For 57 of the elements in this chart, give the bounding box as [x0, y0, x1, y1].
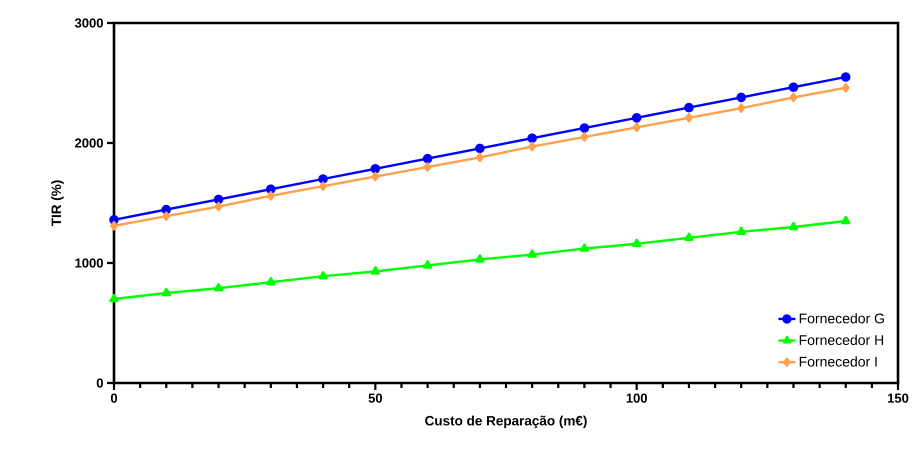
point [475, 144, 485, 154]
point [475, 254, 485, 263]
point [370, 266, 380, 275]
point [737, 103, 746, 113]
point [788, 82, 798, 92]
x-tick-label: 0 [110, 394, 118, 403]
point [736, 92, 746, 102]
x-tick-label: 50 [368, 394, 382, 403]
y-tick-label: 0 [96, 378, 103, 388]
legend-label: Fornecedor I [800, 356, 877, 367]
point [161, 204, 172, 214]
y-tick-label: 3000 [74, 18, 103, 28]
legend-label: Fornecedor H [800, 334, 884, 346]
point [266, 184, 276, 194]
y-axis-title: TIR (%) [51, 180, 64, 226]
point [422, 260, 432, 269]
point [840, 72, 851, 82]
point [318, 174, 328, 184]
point [476, 152, 484, 162]
point [214, 194, 224, 204]
point [110, 221, 118, 231]
point [214, 202, 222, 212]
point [162, 288, 171, 296]
point [632, 112, 642, 123]
point [422, 154, 432, 164]
x-axis-title: Custo de Reparação (m€) [425, 416, 587, 428]
point [424, 162, 432, 172]
x-tick-label: 100 [626, 394, 647, 403]
point [580, 243, 590, 252]
point [371, 172, 380, 182]
point [632, 122, 641, 132]
point [736, 226, 746, 235]
point [527, 133, 537, 143]
point [266, 277, 276, 286]
point [790, 92, 798, 102]
point [370, 164, 380, 174]
y-tick-label: 2000 [75, 138, 103, 148]
point [580, 132, 588, 142]
point [527, 249, 537, 258]
y-tick-label: 1000 [75, 258, 103, 268]
point [162, 211, 170, 221]
point [528, 142, 536, 152]
point [841, 216, 850, 224]
point [684, 102, 694, 112]
point [109, 294, 119, 302]
point [842, 82, 850, 93]
point [319, 181, 327, 191]
point [685, 112, 693, 123]
point [684, 232, 694, 241]
point [214, 283, 224, 292]
point [788, 222, 798, 230]
point [266, 191, 275, 201]
point [632, 238, 642, 247]
x-tick-label: 150 [888, 394, 908, 403]
legend-label: Fornecedor G [800, 313, 884, 324]
point [318, 271, 328, 280]
point [580, 123, 590, 133]
